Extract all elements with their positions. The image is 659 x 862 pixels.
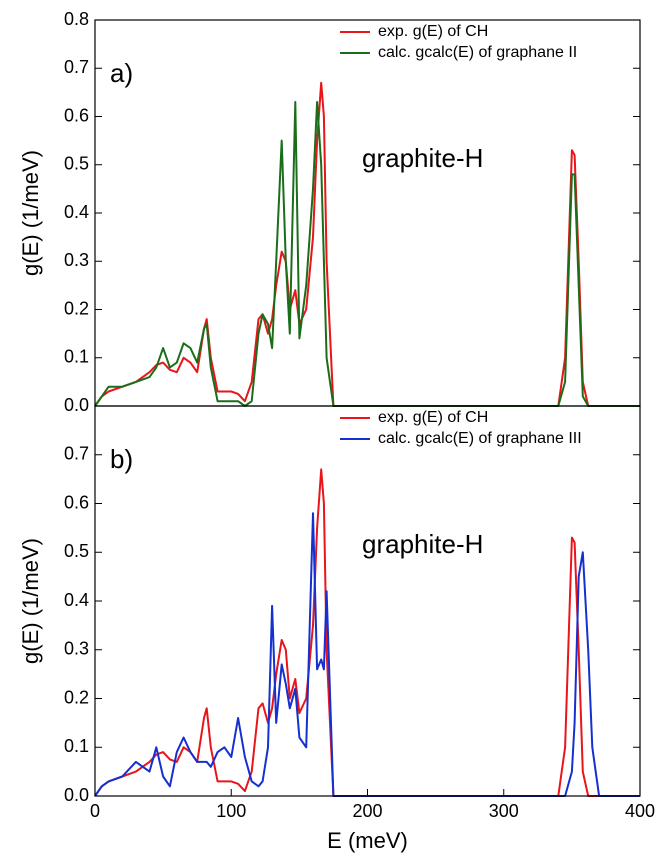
legend-label: exp. g(E) of CH xyxy=(378,409,488,426)
y-tick-label: 0.7 xyxy=(64,57,89,77)
data-line xyxy=(94,81,640,407)
y-tick-label: 0.6 xyxy=(64,492,89,512)
y-tick-label: 0.2 xyxy=(64,298,89,318)
y-tick-label: 0.5 xyxy=(64,541,89,561)
legend-label: calc. gcalc(E) of graphane III xyxy=(378,430,582,447)
data-line xyxy=(94,101,640,407)
annotation: graphite-H xyxy=(362,143,483,173)
y-axis-label: g(E) (1/meV) xyxy=(18,538,43,664)
y-tick-label: 0.0 xyxy=(64,395,89,415)
x-tick-label: 0 xyxy=(90,801,100,821)
y-tick-label: 0.4 xyxy=(64,202,89,222)
y-tick-label: 0.4 xyxy=(64,590,89,610)
y-axis-label: g(E) (1/meV) xyxy=(18,150,43,276)
y-tick-label: 0.0 xyxy=(64,785,89,805)
panel-label: b) xyxy=(110,444,133,474)
x-tick-label: 300 xyxy=(489,801,519,821)
annotation: graphite-H xyxy=(362,529,483,559)
x-tick-label: 100 xyxy=(216,801,246,821)
plot-frame xyxy=(94,405,641,797)
legend-label: calc. gcalc(E) of graphane II xyxy=(378,44,577,61)
y-tick-label: 0.3 xyxy=(64,639,89,659)
y-tick-label: 0.1 xyxy=(64,736,89,756)
y-tick-label: 0.5 xyxy=(64,154,89,174)
data-line xyxy=(94,468,640,797)
y-tick-label: 0.1 xyxy=(64,347,89,367)
x-tick-label: 200 xyxy=(352,801,382,821)
y-tick-label: 0.8 xyxy=(64,9,89,29)
y-tick-label: 0.7 xyxy=(64,444,89,464)
y-tick-label: 0.3 xyxy=(64,250,89,270)
x-axis-label: E (meV) xyxy=(327,828,408,853)
plot-frame xyxy=(94,19,641,407)
legend-label: exp. g(E) of CH xyxy=(378,23,488,40)
x-tick-label: 400 xyxy=(625,801,655,821)
y-tick-label: 0.6 xyxy=(64,105,89,125)
y-tick-label: 0.2 xyxy=(64,687,89,707)
panel-label: a) xyxy=(110,58,133,88)
